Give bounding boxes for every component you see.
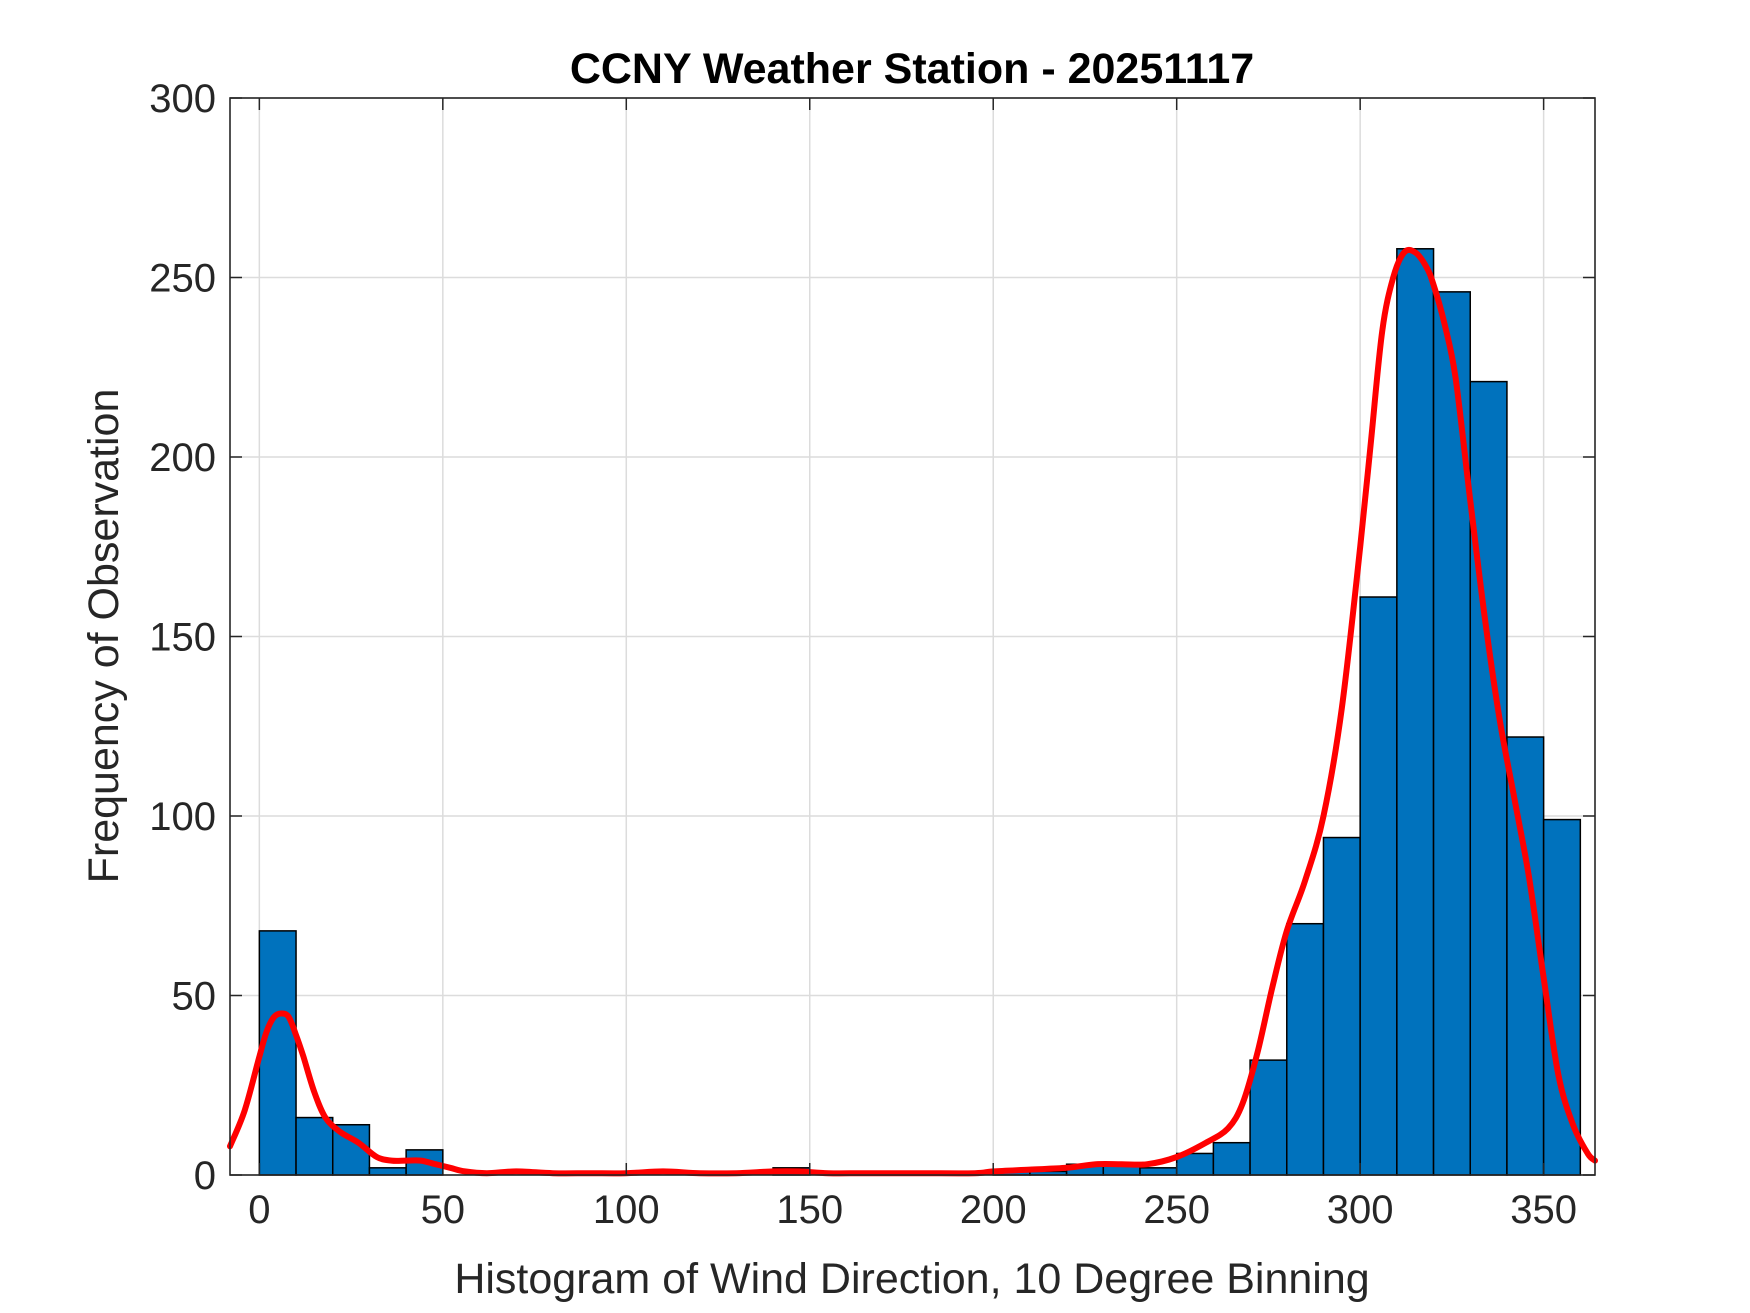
- x-tick-label: 350: [1510, 1188, 1577, 1232]
- x-tick-labels: 0 50 100 150 200 250 300 350: [248, 1188, 1577, 1232]
- histogram-bar: [295, 1116, 334, 1176]
- histogram-bar: [1396, 248, 1435, 1176]
- density-fit-curve: [227, 246, 1598, 1177]
- y-axis-label: Frequency of Observation: [80, 389, 128, 884]
- histogram-bar: [1322, 836, 1361, 1176]
- histogram-bar: [368, 1167, 407, 1176]
- x-axis-label: Histogram of Wind Direction, 10 Degree B…: [454, 1255, 1369, 1303]
- x-tick-label: 250: [1143, 1188, 1210, 1232]
- y-tick-label: 100: [149, 795, 216, 839]
- histogram-bar: [1139, 1167, 1178, 1176]
- y-tick-label: 0: [194, 1154, 216, 1198]
- y-tick-label: 50: [172, 975, 217, 1019]
- y-tick-label: 200: [149, 436, 216, 480]
- y-tick-label: 300: [149, 77, 216, 121]
- chart-title: CCNY Weather Station - 20251117: [570, 45, 1254, 93]
- histogram-bar: [1359, 596, 1398, 1176]
- x-tick-label: 100: [593, 1188, 660, 1232]
- x-tick-label: 300: [1327, 1188, 1394, 1232]
- axis-ticks: [230, 97, 1595, 1176]
- histogram-bar: [1432, 291, 1471, 1176]
- x-tick-label: 200: [960, 1188, 1027, 1232]
- histogram-bar: [1469, 380, 1508, 1176]
- histogram-bar: [1212, 1141, 1251, 1176]
- x-tick-label: 0: [248, 1188, 270, 1232]
- y-tick-label: 150: [149, 616, 216, 660]
- x-tick-label: 50: [421, 1188, 466, 1232]
- histogram-bar: [1249, 1059, 1288, 1176]
- y-tick-labels: 0 50 100 150 200 250 300: [149, 77, 216, 1198]
- histogram-bar: [1286, 922, 1325, 1176]
- x-tick-label: 150: [776, 1188, 843, 1232]
- histogram-bar: [1542, 818, 1582, 1176]
- histogram-bar: [258, 930, 297, 1176]
- y-tick-label: 250: [149, 257, 216, 301]
